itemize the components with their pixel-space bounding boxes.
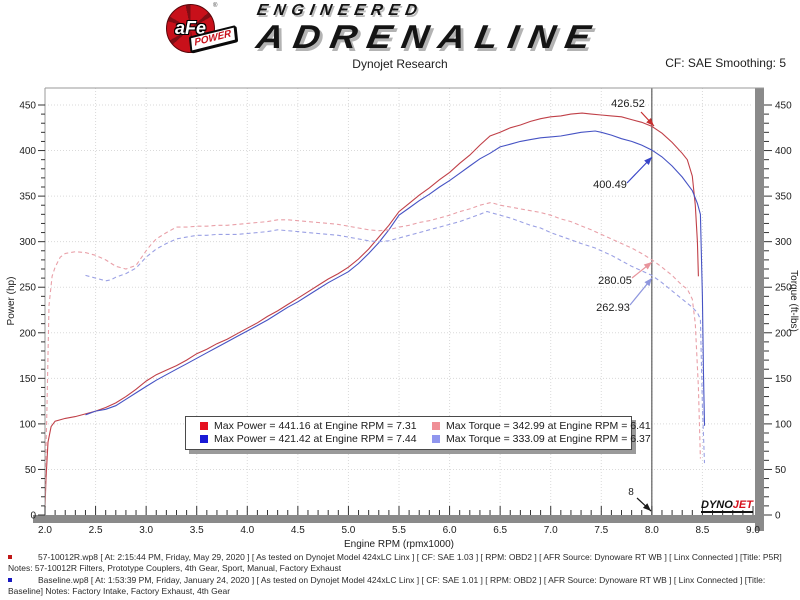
gridlines	[45, 88, 753, 515]
svg-text:4.5: 4.5	[291, 525, 305, 536]
svg-text:7.0: 7.0	[544, 525, 558, 536]
series-baseline-power	[85, 130, 706, 426]
y-axis-title-power: Power (hp)	[6, 277, 17, 326]
svg-text:350: 350	[19, 192, 36, 203]
dynojet-watermark: DYNOJET	[701, 500, 753, 513]
svg-text:400: 400	[775, 146, 792, 157]
svg-text:150: 150	[775, 374, 792, 385]
svg-text:6.5: 6.5	[493, 525, 507, 536]
axes: 2.0 2.5 3.0 3.5 4.0 4.5 5.0 5.5 6.0 6.5 7.0 7.5 8.0 8…	[6, 87, 799, 550]
svg-text:450: 450	[775, 101, 792, 112]
svg-text:8.0: 8.0	[645, 525, 659, 536]
annotations: 426.52 400.49 280.05 262.93 8	[593, 98, 655, 512]
legend-swatch-icon	[432, 422, 440, 430]
svg-text:0: 0	[30, 511, 36, 522]
svg-text:3.0: 3.0	[139, 525, 153, 536]
dynojet-watermark-dyno: DYNO	[701, 499, 733, 511]
svg-text:100: 100	[775, 419, 792, 430]
correction-factor-label: CF: SAE Smoothing: 5	[665, 56, 786, 70]
tagline-engineered: ENGINEERED	[255, 2, 425, 19]
afe-logo-text: aFe	[174, 18, 207, 38]
svg-text:300: 300	[775, 237, 792, 248]
svg-text:2.0: 2.0	[38, 525, 52, 536]
dynojet-research-label: Dynojet Research	[352, 57, 448, 71]
svg-text:100: 100	[19, 419, 36, 430]
svg-text:6.0: 6.0	[443, 525, 457, 536]
svg-text:200: 200	[19, 328, 36, 339]
registered-mark: ®	[213, 3, 218, 9]
brand-tagline: ENGINEERED ADRENALINE	[254, 2, 604, 55]
legend-swatch-icon	[200, 422, 208, 430]
svg-text:50: 50	[25, 465, 37, 476]
legend-item-0: Max Power = 441.16 at Engine RPM = 7.31	[200, 420, 432, 432]
svg-text:150: 150	[19, 374, 36, 385]
svg-text:450: 450	[19, 101, 36, 112]
afe-power-logo: aFe ® POWER	[164, 3, 256, 55]
svg-text:5.0: 5.0	[341, 525, 355, 536]
run-bullet-icon	[8, 578, 12, 582]
svg-text:250: 250	[19, 283, 36, 294]
svg-text:250: 250	[775, 283, 792, 294]
tagline-adrenaline: ADRENALINE	[253, 18, 604, 55]
series-tuned-power	[44, 112, 699, 508]
run-entry-0: 57-10012R.wp8 [ At: 2:15:44 PM, Friday, …	[8, 552, 782, 573]
svg-text:0: 0	[775, 511, 781, 522]
legend-label: Max Torque = 342.99 at Engine RPM = 6.41	[446, 420, 651, 432]
svg-text:4.0: 4.0	[240, 525, 254, 536]
run-info: 57-10012R.wp8 [ At: 2:15:44 PM, Friday, …	[8, 552, 792, 598]
series-tuned-torque	[44, 201, 701, 496]
legend-item-2: Max Power = 421.42 at Engine RPM = 7.44	[200, 433, 432, 445]
legend-label: Max Power = 421.42 at Engine RPM = 7.44	[214, 433, 417, 445]
svg-text:350: 350	[775, 192, 792, 203]
svg-text:8.5: 8.5	[695, 525, 709, 536]
y-axis-title-torque: Torque (ft-lbs)	[788, 270, 799, 332]
svg-text:400: 400	[19, 146, 36, 157]
svg-text:50: 50	[775, 465, 787, 476]
svg-text:200: 200	[775, 328, 792, 339]
run-bullet-icon	[8, 555, 12, 559]
svg-text:280.05: 280.05	[598, 275, 632, 287]
series-baseline-torque	[85, 210, 706, 464]
dynojet-watermark-jet: JET	[732, 499, 753, 511]
legend-item-1: Max Torque = 342.99 at Engine RPM = 6.41	[432, 420, 651, 432]
svg-text:9.0: 9.0	[746, 525, 760, 536]
svg-text:7.5: 7.5	[594, 525, 608, 536]
legend-label: Max Power = 441.16 at Engine RPM = 7.31	[214, 420, 417, 432]
svg-text:300: 300	[19, 237, 36, 248]
svg-text:2.5: 2.5	[89, 525, 103, 536]
svg-text:8: 8	[628, 487, 634, 498]
run-entry-1: Baseline.wp8 [ At: 1:53:39 PM, Friday, J…	[8, 575, 766, 596]
legend-label: Max Torque = 333.09 at Engine RPM = 6.37	[446, 433, 651, 445]
svg-text:262.93: 262.93	[596, 302, 630, 314]
legend-item-3: Max Torque = 333.09 at Engine RPM = 6.37	[432, 433, 651, 445]
legend-swatch-icon	[200, 435, 208, 443]
svg-text:400.49: 400.49	[593, 179, 627, 191]
svg-text:3.5: 3.5	[190, 525, 204, 536]
chart-legend: Max Power = 441.16 at Engine RPM = 7.31 M…	[185, 416, 651, 450]
x-axis-title: Engine RPM (rpmx1000)	[344, 539, 454, 550]
svg-text:5.5: 5.5	[392, 525, 406, 536]
svg-text:426.52: 426.52	[611, 98, 645, 110]
legend-swatch-icon	[432, 435, 440, 443]
